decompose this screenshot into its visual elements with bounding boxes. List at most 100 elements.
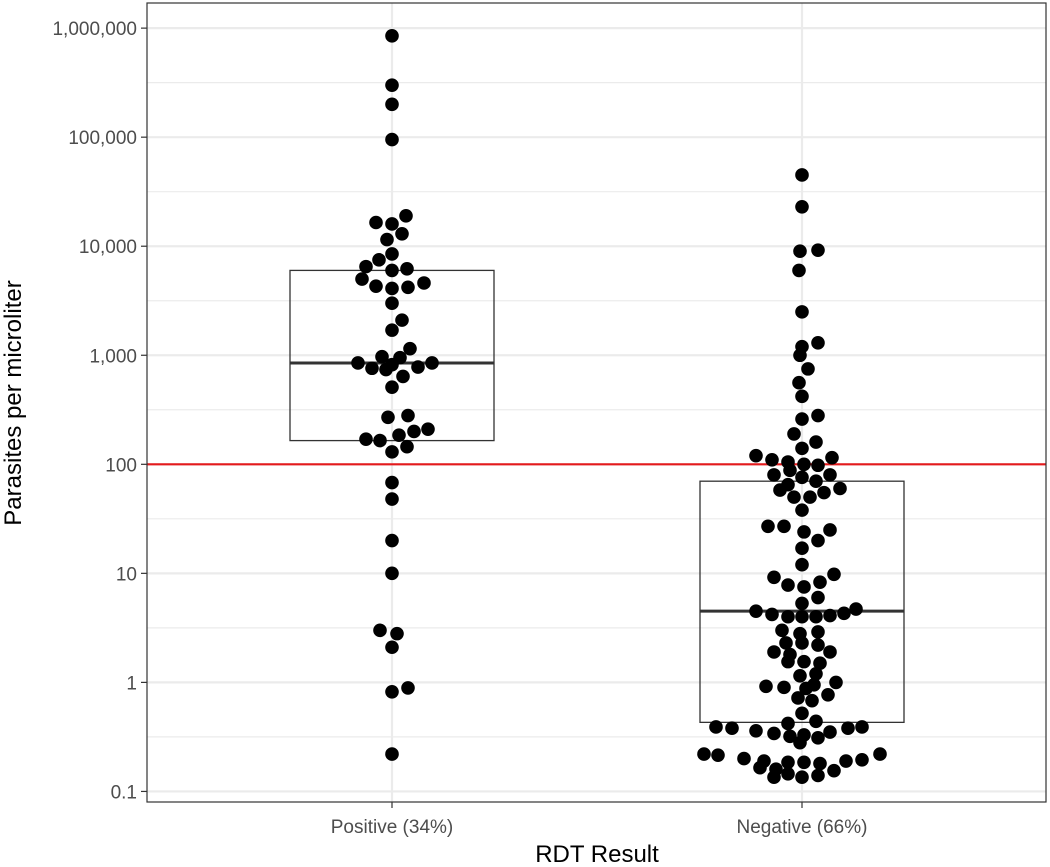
data-point-0-42: [385, 475, 399, 490]
data-point-1-106: [781, 767, 795, 781]
data-point-0-23: [375, 349, 389, 364]
data-point-0-51: [385, 747, 399, 761]
data-point-0-40: [400, 439, 414, 454]
y-tick-label: 1: [126, 673, 137, 694]
data-point-1-86: [749, 723, 763, 738]
data-point-1-107: [811, 768, 825, 783]
x-axis-title: RDT Result: [535, 841, 659, 867]
data-point-1-56: [795, 609, 809, 624]
data-point-1-80: [809, 714, 823, 729]
y-tick-label: 1,000: [89, 346, 137, 367]
data-point-1-0: [795, 168, 809, 182]
data-point-1-67: [797, 654, 811, 669]
data-point-1-99: [839, 754, 853, 768]
data-point-1-78: [805, 693, 819, 708]
data-point-1-75: [799, 681, 813, 696]
y-tick-label: 0.1: [111, 782, 137, 803]
data-point-1-85: [841, 721, 855, 736]
y-tick-label: 100: [105, 455, 137, 476]
data-point-0-19: [385, 296, 399, 311]
data-point-1-26: [795, 470, 809, 485]
data-point-1-24: [823, 468, 837, 482]
data-point-1-57: [775, 623, 789, 638]
data-point-0-49: [401, 681, 415, 695]
data-point-1-53: [823, 608, 837, 623]
data-point-1-46: [797, 580, 811, 594]
data-point-0-4: [399, 209, 413, 223]
data-point-1-90: [783, 729, 797, 744]
data-point-0-10: [372, 253, 386, 267]
data-point-0-45: [385, 566, 399, 581]
data-point-1-40: [795, 541, 809, 556]
y-tick-label: 10,000: [79, 237, 137, 258]
data-point-0-20: [395, 313, 409, 327]
data-point-1-32: [787, 490, 801, 504]
axis-layer: 0.1 1 10 100 1,000 10,000 100,000 1,000,000 Posi…: [52, 19, 867, 838]
data-point-1-74: [777, 680, 791, 695]
data-point-1-3: [793, 244, 807, 259]
data-point-0-44: [385, 533, 399, 548]
data-point-0-12: [400, 262, 414, 276]
data-point-1-96: [737, 751, 751, 766]
data-point-1-15: [809, 435, 823, 449]
data-point-1-4: [792, 263, 806, 278]
data-point-1-6: [811, 336, 825, 350]
data-point-1-63: [767, 645, 781, 659]
point-layer: [351, 29, 887, 785]
data-point-1-29: [833, 481, 847, 496]
x-tick-label: Positive (34%): [331, 817, 454, 838]
data-point-1-103: [753, 760, 767, 775]
data-point-1-10: [792, 375, 806, 390]
y-axis-title: Parasites per microliter: [0, 280, 27, 525]
data-point-1-77: [791, 691, 805, 705]
data-point-1-13: [795, 412, 809, 426]
data-point-0-29: [365, 361, 379, 376]
data-point-0-3: [385, 132, 399, 147]
data-point-0-6: [385, 217, 399, 231]
y-tick-label: 100,000: [68, 128, 137, 149]
x-tick-label: Negative (66%): [737, 817, 868, 838]
data-point-0-43: [385, 492, 399, 506]
data-point-1-48: [795, 596, 809, 611]
data-point-1-58: [811, 625, 825, 639]
data-point-0-21: [385, 323, 399, 337]
data-point-1-31: [817, 485, 831, 500]
data-point-1-38: [797, 525, 811, 539]
data-point-1-16: [795, 441, 809, 456]
data-point-0-35: [421, 422, 435, 436]
data-point-1-11: [795, 389, 809, 404]
data-point-1-12: [811, 408, 825, 423]
panel-border: [146, 2, 1047, 803]
data-point-1-49: [849, 602, 863, 616]
data-point-0-5: [369, 215, 383, 230]
data-point-0-13: [385, 263, 399, 278]
data-point-1-42: [827, 567, 841, 582]
grid-layer: [147, 3, 1046, 802]
data-point-1-68: [813, 656, 827, 670]
data-point-1-8: [793, 348, 807, 363]
data-point-1-92: [793, 735, 807, 750]
data-point-1-93: [697, 747, 711, 761]
data-point-1-82: [709, 720, 723, 734]
data-point-0-39: [373, 433, 387, 448]
data-point-1-43: [767, 570, 781, 585]
data-point-1-25: [767, 468, 781, 482]
data-point-1-23: [783, 463, 797, 478]
data-point-1-21: [797, 457, 811, 472]
data-point-0-26: [425, 356, 439, 370]
data-point-1-34: [795, 503, 809, 517]
data-point-0-22: [403, 341, 417, 356]
data-point-1-87: [823, 725, 837, 739]
data-point-1-81: [781, 716, 795, 731]
data-point-1-18: [825, 450, 839, 465]
data-point-0-33: [401, 408, 415, 423]
data-point-1-109: [795, 770, 809, 785]
data-point-0-9: [385, 247, 399, 261]
data-point-1-91: [811, 731, 825, 745]
data-point-0-37: [392, 428, 406, 442]
data-point-0-16: [369, 279, 383, 293]
data-point-1-27: [809, 474, 823, 488]
data-point-1-47: [811, 590, 825, 605]
data-point-1-14: [787, 427, 801, 441]
